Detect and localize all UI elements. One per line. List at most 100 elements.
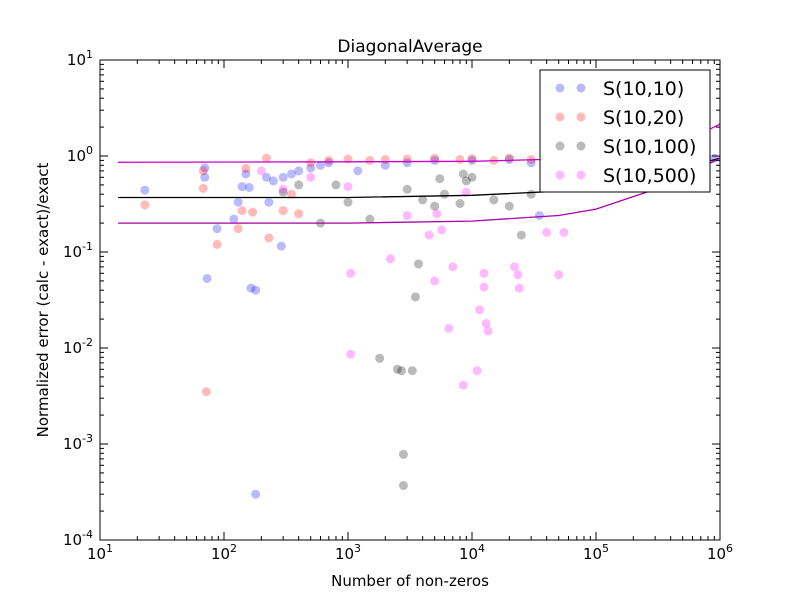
data-point	[514, 283, 524, 293]
x-tick-label: 102	[211, 542, 237, 563]
data-point	[256, 166, 266, 176]
data-points	[140, 153, 719, 499]
data-point	[526, 189, 536, 199]
data-point	[489, 195, 499, 205]
data-point	[458, 169, 468, 179]
x-tick-label: 105	[583, 542, 609, 563]
data-point	[365, 155, 375, 165]
data-point	[413, 259, 423, 269]
data-point	[365, 214, 375, 224]
x-tick-label: 101	[87, 542, 113, 563]
x-tick-label: 103	[335, 542, 361, 563]
data-point	[398, 449, 408, 459]
data-point	[294, 166, 304, 176]
data-point	[343, 197, 353, 207]
data-point	[455, 199, 465, 209]
data-point	[504, 201, 514, 211]
data-point	[140, 185, 150, 195]
data-point	[198, 166, 208, 176]
data-point	[261, 153, 271, 163]
data-point	[407, 366, 417, 376]
y-tick-label: 10-4	[63, 528, 93, 549]
data-point	[432, 209, 442, 219]
data-point	[212, 239, 222, 249]
data-point	[554, 270, 564, 280]
data-point	[324, 158, 334, 168]
data-point	[467, 155, 477, 165]
data-point	[248, 207, 258, 217]
data-point	[264, 197, 274, 207]
data-point	[509, 262, 519, 272]
data-point	[437, 225, 447, 235]
legend-label: S(10,20)	[603, 107, 684, 129]
y-tick-label: 10-3	[63, 432, 93, 453]
data-point	[430, 201, 440, 211]
data-point	[237, 206, 247, 216]
x-tick-label: 104	[459, 542, 485, 563]
data-point	[140, 200, 150, 210]
data-point	[246, 283, 256, 293]
data-point	[353, 166, 363, 176]
plot-frame	[99, 59, 721, 541]
legend-marker	[576, 141, 586, 151]
data-point	[481, 318, 491, 328]
data-point	[402, 158, 412, 168]
data-point	[278, 187, 288, 197]
data-point	[229, 214, 239, 224]
data-point	[475, 305, 485, 315]
data-point	[455, 154, 465, 164]
y-tick-label: 10-2	[63, 336, 93, 357]
legend-marker	[576, 83, 586, 93]
data-point	[461, 187, 471, 197]
legend-marker	[555, 112, 565, 122]
data-point	[380, 154, 390, 164]
data-point	[244, 182, 254, 192]
data-point	[402, 184, 412, 194]
data-point	[343, 182, 353, 192]
data-point	[261, 172, 271, 182]
data-point	[212, 224, 222, 234]
data-point	[448, 262, 458, 272]
legend-marker	[555, 83, 565, 93]
data-point	[430, 153, 440, 163]
data-point	[435, 174, 445, 184]
data-point	[331, 180, 341, 190]
data-point	[201, 387, 211, 397]
data-point	[241, 164, 251, 174]
data-point	[276, 241, 286, 251]
data-point	[200, 172, 210, 182]
data-point	[233, 197, 243, 207]
data-point	[479, 282, 489, 292]
legend-label: S(10,10)	[603, 78, 684, 100]
data-point	[202, 273, 212, 283]
data-point	[504, 154, 514, 164]
data-point	[251, 489, 261, 499]
y-tick-label: 10-1	[63, 240, 93, 261]
data-point	[559, 227, 569, 237]
data-point	[200, 163, 210, 173]
legend-marker	[576, 170, 586, 180]
data-point	[418, 195, 428, 205]
data-point	[306, 163, 316, 173]
data-point	[479, 268, 489, 278]
data-point	[430, 155, 440, 165]
y-axis-label: Normalized error (calc - exact)/exact	[34, 162, 52, 437]
data-point	[396, 366, 406, 376]
data-point	[268, 176, 278, 186]
data-point	[198, 183, 208, 193]
axis-ticks: 101 102 103 104 105 106 10-4 10-3 10-2 10-1 100 101	[63, 48, 733, 563]
data-point	[264, 233, 274, 243]
data-point	[392, 364, 402, 374]
data-point	[233, 224, 243, 234]
data-point	[439, 189, 449, 199]
y-tick-label: 101	[67, 48, 93, 69]
y-tick-label: 100	[67, 144, 93, 165]
data-point	[472, 366, 482, 376]
x-tick-label: 106	[707, 542, 733, 563]
data-point	[241, 169, 251, 179]
data-point	[306, 158, 316, 168]
data-point	[461, 176, 471, 186]
data-point	[410, 292, 420, 302]
data-point	[278, 172, 288, 182]
